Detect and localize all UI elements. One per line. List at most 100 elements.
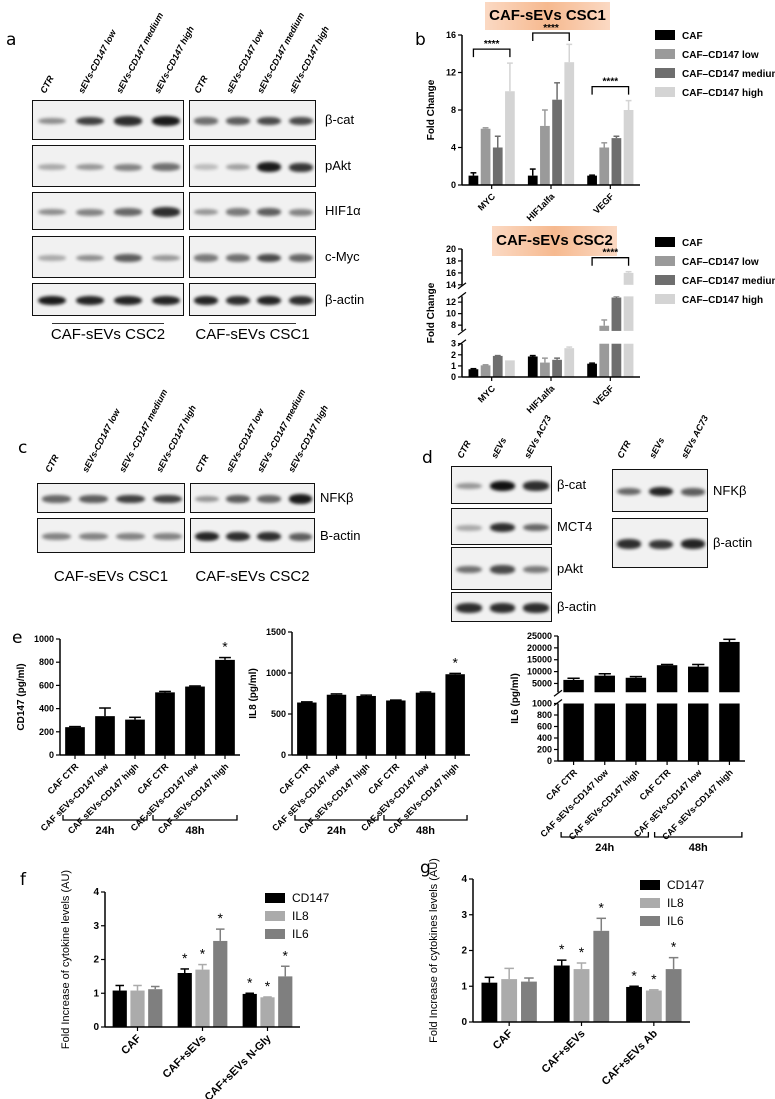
band (489, 522, 516, 533)
band (116, 494, 145, 504)
band (523, 523, 549, 532)
asterisk: * (651, 971, 657, 987)
y-tick-label: 0 (281, 750, 286, 760)
bar (552, 99, 562, 185)
legend-swatch (655, 275, 675, 285)
bar (564, 348, 575, 377)
legend-label: CAF–CD147 high (682, 88, 763, 99)
y-axis-label: IL6 (pg/ml) (510, 673, 521, 724)
band (257, 495, 281, 503)
asterisk: * (218, 910, 224, 926)
y-tick-label: 16 (446, 30, 456, 40)
band (226, 531, 250, 542)
y-tick-label: 200 (39, 727, 54, 737)
bar (297, 702, 317, 755)
legend-label: CAF–CD147 medium (682, 276, 775, 287)
blot-strip-HIF1α (32, 192, 184, 230)
y-tick-label: 20000 (527, 643, 552, 653)
blot-strip-β-cat (451, 466, 552, 504)
asterisk: * (222, 639, 228, 655)
band (225, 254, 250, 262)
asterisk: * (182, 950, 188, 966)
legend-swatch (655, 68, 675, 78)
band (79, 533, 108, 540)
band (193, 208, 218, 216)
panel-label-f: f (20, 870, 26, 890)
bar (553, 965, 570, 1022)
band (153, 494, 182, 504)
band (37, 117, 67, 125)
band (489, 603, 516, 613)
blot-strip-β-cat (189, 100, 316, 140)
axis-break-mark (553, 699, 563, 706)
group-underline (209, 323, 296, 324)
y-tick-label: 400 (537, 733, 552, 743)
axis-break-gap (458, 284, 642, 297)
band (456, 603, 482, 613)
x-tick-label: CAF+sEVs Ab (600, 1027, 660, 1087)
band (616, 539, 642, 549)
y-tick-label: 8 (451, 105, 456, 115)
panel-label-g: g (420, 858, 431, 878)
blot-strip-NFKβ (190, 483, 315, 513)
protein-label: NFKβ (713, 482, 747, 498)
legend-label: IL6 (292, 927, 309, 941)
band (75, 254, 105, 262)
x-tick-label: MYC (476, 191, 498, 213)
x-tick-label: CAF+sEVs (161, 1033, 209, 1081)
bar (215, 659, 235, 755)
y-tick-label: 1000 (532, 699, 552, 709)
time-group-label: 48h (186, 825, 205, 837)
band (289, 116, 314, 126)
bar (688, 666, 709, 761)
protein-label: β-actin (325, 291, 365, 307)
blot-strip-β-actin (32, 283, 184, 316)
asterisk: * (599, 899, 605, 915)
band (489, 565, 516, 574)
band (289, 254, 314, 262)
bar (260, 997, 275, 1027)
protein-label: pAkt (557, 560, 584, 576)
bar (177, 973, 192, 1027)
band (113, 116, 143, 126)
y-tick-label: 0 (93, 1022, 99, 1033)
blot-group-label: CAF-sEVs CSC1 (195, 326, 310, 343)
blot-strip-B-actin (37, 518, 185, 553)
y-tick-label: 0 (49, 750, 54, 760)
band (225, 117, 250, 125)
band (151, 295, 181, 306)
bar (505, 91, 515, 185)
protein-label: β-cat (557, 477, 587, 492)
bar (527, 175, 538, 185)
bar (492, 147, 503, 185)
panel-label-c: c (18, 438, 28, 458)
bar (326, 694, 347, 755)
panel-label-b: b (415, 30, 426, 50)
bar (112, 990, 127, 1027)
protein-label: HIF1α (325, 203, 361, 218)
protein-label: pAkt (325, 158, 352, 173)
y-tick-label: 400 (39, 704, 54, 714)
legend-swatch (655, 237, 675, 247)
time-group-label: 48h (416, 825, 435, 837)
bar (593, 930, 610, 1022)
y-axis-label: Fold Change (426, 79, 437, 140)
bar (594, 675, 615, 761)
y-tick-label: 20 (446, 244, 456, 254)
legend-swatch (265, 911, 285, 921)
band (257, 116, 282, 126)
legend-label: IL6 (667, 914, 684, 928)
y-axis-label: IL8 (pg/ml) (248, 668, 259, 719)
x-tick-label: CAF+sEVs (540, 1028, 588, 1076)
band (151, 116, 181, 126)
band (193, 117, 218, 125)
time-group-bracket (560, 832, 650, 838)
band (523, 603, 549, 613)
asterisk: * (265, 978, 271, 994)
x-tick-label: MYC (476, 383, 498, 405)
legend-swatch (640, 916, 660, 926)
bar (573, 969, 590, 1022)
band (37, 295, 67, 306)
